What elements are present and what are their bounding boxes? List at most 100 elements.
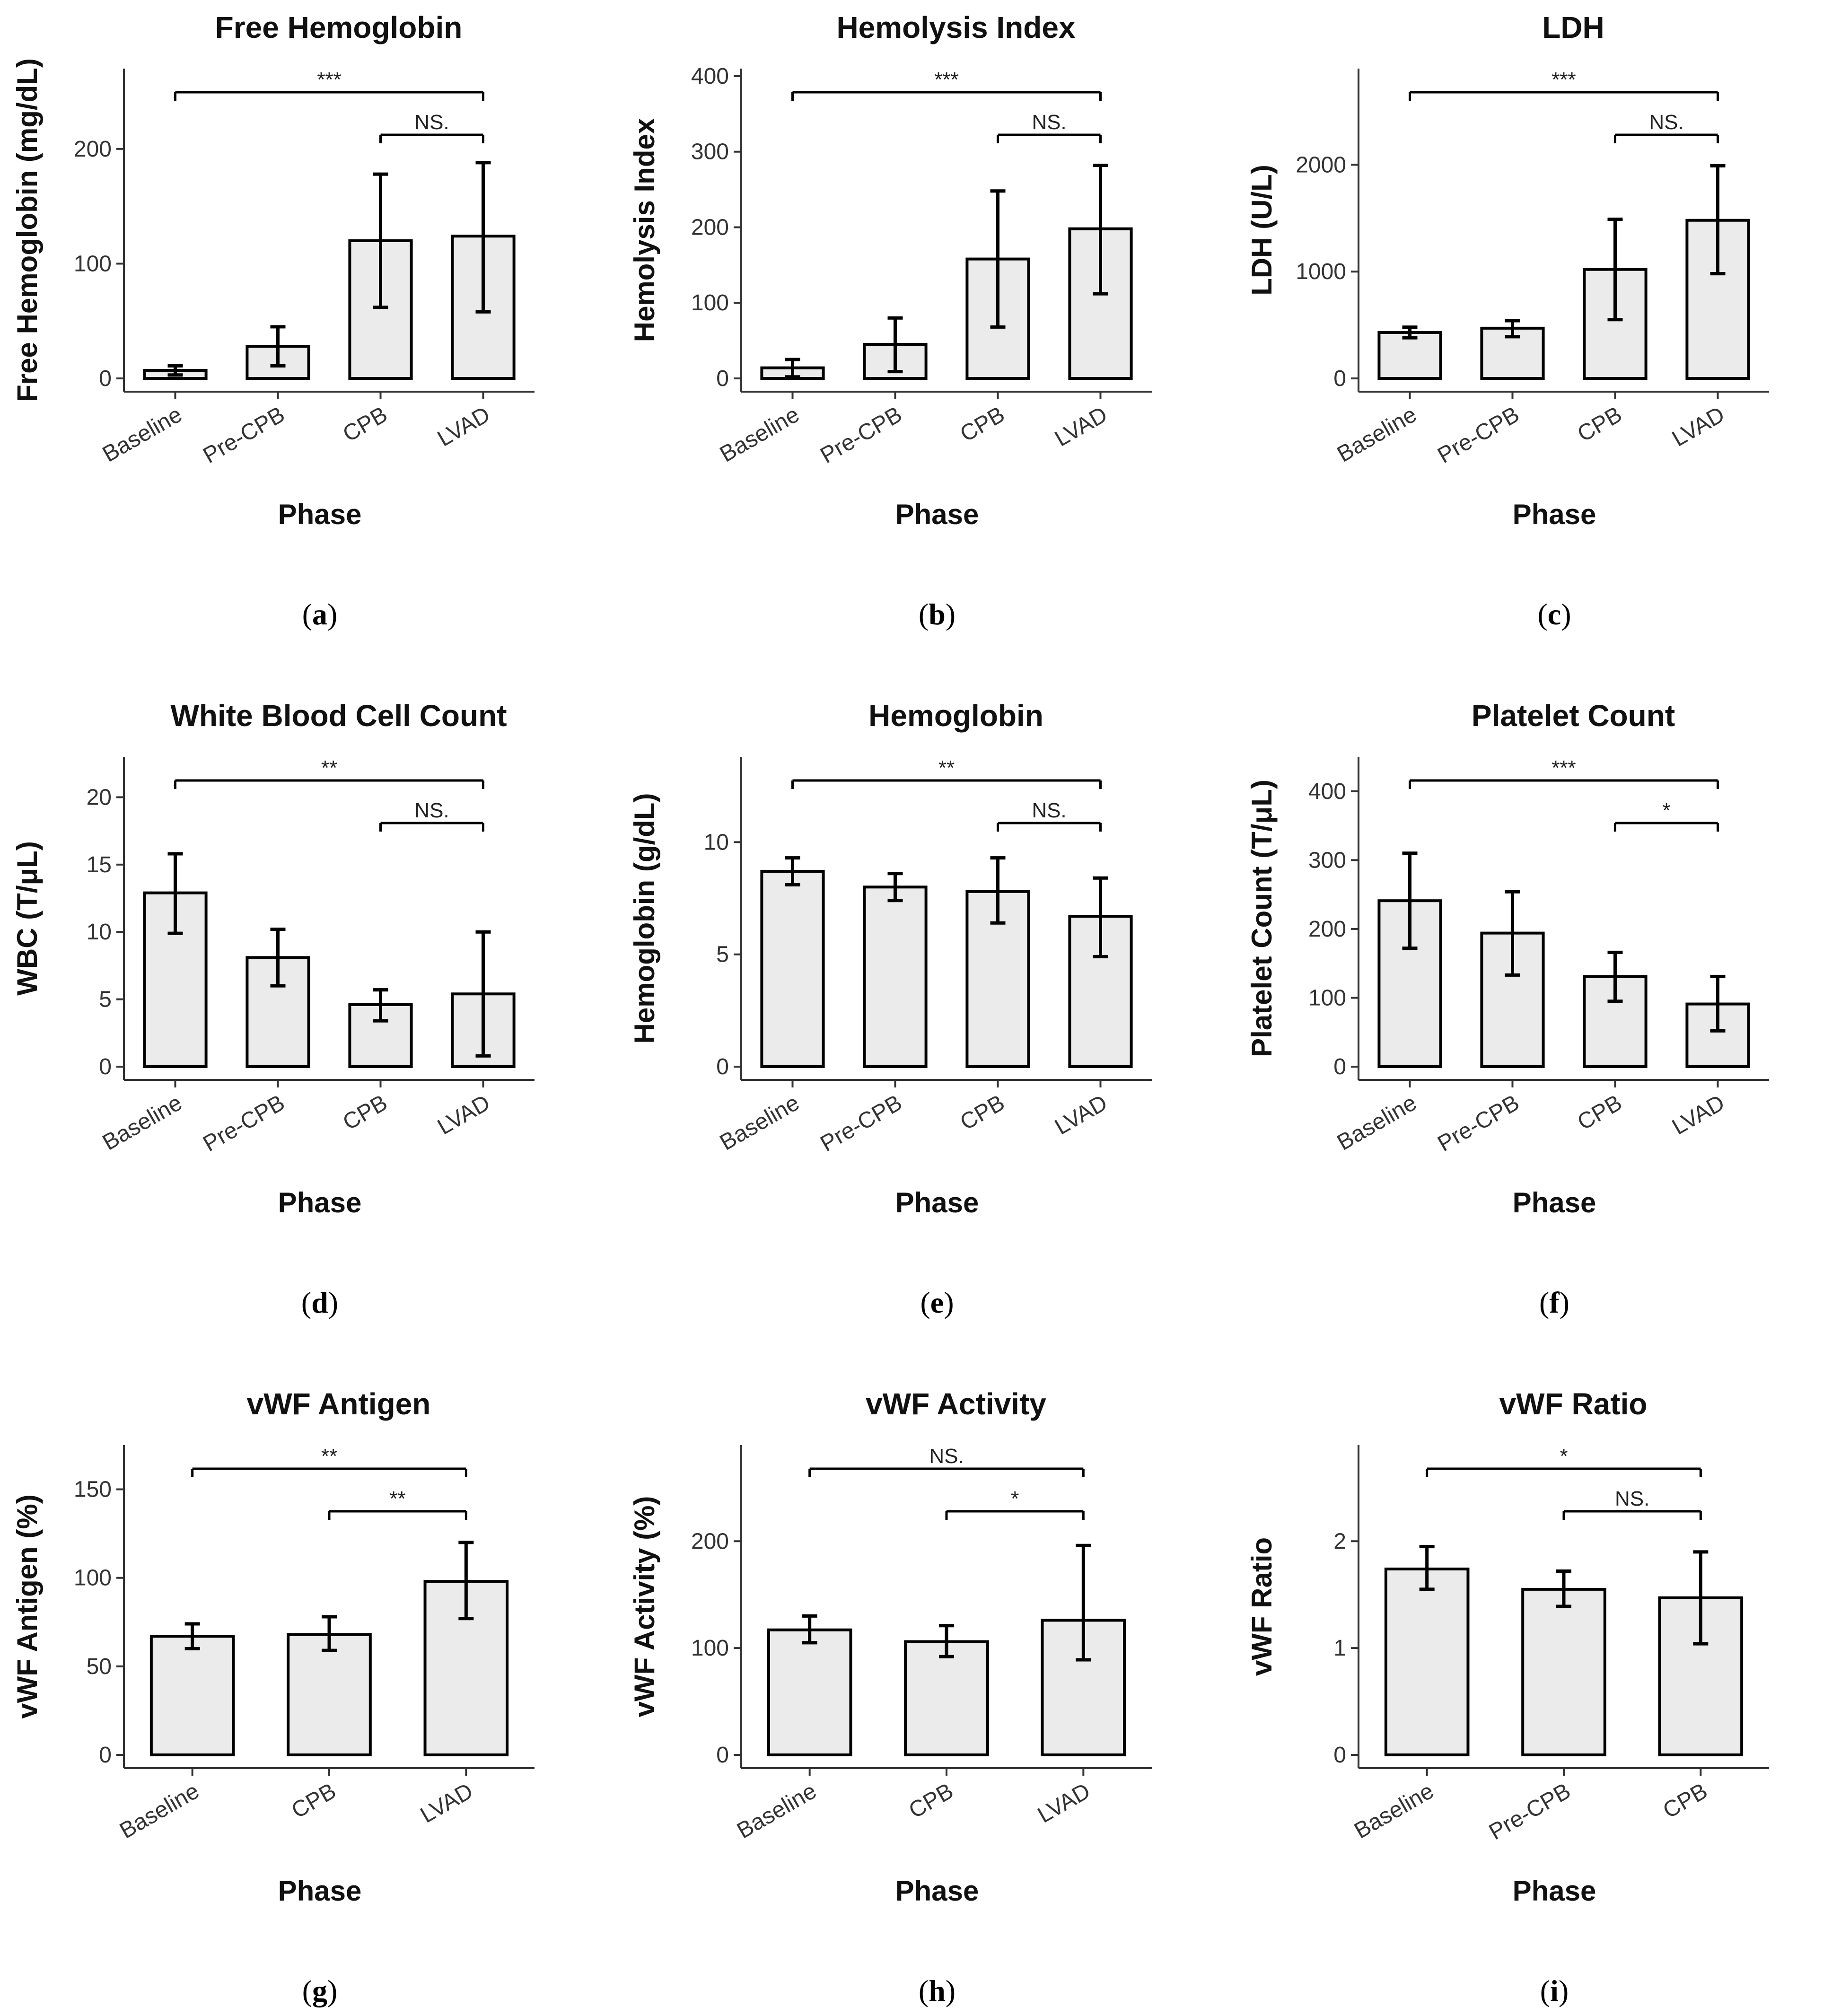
- bar-baseline: [767, 1628, 852, 1756]
- chart-panel-f: Platelet Count 0 100 200 300 400 Platelet Coun…: [1246, 699, 1769, 1319]
- y-tick-label: 0: [1333, 1743, 1346, 1768]
- significance-label: NS.: [414, 799, 449, 822]
- y-tick-label: 0: [716, 1743, 729, 1768]
- caption-letter: f: [1549, 1286, 1560, 1319]
- significance-label: NS.: [1032, 111, 1066, 134]
- x-tick-label: CPB: [339, 402, 392, 447]
- x-tick-label: Pre-CPB: [199, 1090, 289, 1157]
- x-tick-label: CPB: [956, 402, 1009, 447]
- x-tick-label: CPB: [1573, 1090, 1626, 1135]
- caption-paren-close: ): [1559, 1974, 1569, 2007]
- caption-paren-open: (: [1540, 1974, 1550, 2007]
- significance-label: ***: [1552, 756, 1576, 780]
- caption-paren-open: (: [919, 1974, 929, 2007]
- panel-caption: (d): [301, 1286, 338, 1319]
- y-tick-label: 100: [691, 1636, 729, 1661]
- panel-caption: (h): [919, 1974, 955, 2007]
- chart-title: White Blood Cell Count: [171, 699, 507, 733]
- caption-paren-open: (: [919, 597, 929, 631]
- bar-pre-cpb: [863, 885, 928, 1068]
- significance-label: **: [321, 756, 337, 780]
- caption-paren-close: ): [1561, 597, 1571, 631]
- y-tick-label: 100: [74, 251, 112, 276]
- y-tick-label: 0: [99, 1743, 112, 1768]
- x-axis-title: Phase: [1513, 1187, 1596, 1218]
- caption-letter: h: [929, 1974, 946, 2007]
- x-tick-label: CPB: [905, 1779, 958, 1823]
- caption-paren-close: ): [946, 1974, 955, 2007]
- y-tick-label: 100: [1308, 985, 1346, 1010]
- chart-title: Free Hemoglobin: [215, 10, 463, 44]
- caption-paren-close: ): [1560, 1286, 1569, 1319]
- x-tick-label: Baseline: [1350, 1779, 1438, 1844]
- caption-paren-close: ): [328, 1286, 338, 1319]
- y-tick-label: 300: [1308, 848, 1346, 873]
- y-tick-label: 200: [74, 137, 112, 162]
- significance-label: *: [1560, 1445, 1568, 1468]
- x-tick-label: Baseline: [115, 1779, 203, 1844]
- panel-caption: (f): [1539, 1286, 1569, 1319]
- chart-title: vWF Ratio: [1499, 1387, 1648, 1421]
- panel-caption: (e): [920, 1286, 954, 1319]
- chart-panel-g: vWF Antigen 0 50 100 150 vWF Antigen (%) Basel…: [11, 1387, 535, 2007]
- x-tick-label: Pre-CPB: [1433, 402, 1524, 469]
- x-tick-label: LVAD: [433, 1090, 494, 1140]
- y-tick-label: 50: [87, 1654, 112, 1679]
- caption-letter: d: [311, 1286, 328, 1319]
- y-axis-title: Hemolysis Index: [629, 118, 660, 342]
- x-axis-title: Phase: [895, 499, 979, 530]
- bar-cpb: [287, 1633, 372, 1756]
- caption-letter: i: [1550, 1974, 1559, 2007]
- y-tick-label: 0: [1333, 366, 1346, 391]
- chart-panel-b: Hemolysis Index 0 100 200 300 400 Hemolysis In…: [629, 10, 1152, 631]
- panel-caption: (g): [302, 1974, 338, 2007]
- x-axis-title: Phase: [895, 1187, 979, 1218]
- y-tick-label: 1: [1333, 1636, 1346, 1661]
- y-tick-label: 200: [691, 215, 729, 240]
- y-axis-title: vWF Activity (%): [629, 1496, 660, 1718]
- significance-label: **: [938, 756, 955, 780]
- panel-caption: (b): [919, 597, 955, 631]
- x-tick-label: Baseline: [98, 1090, 186, 1156]
- significance-label: **: [390, 1487, 406, 1510]
- y-tick-label: 150: [74, 1477, 112, 1502]
- x-axis-title: Phase: [1513, 1875, 1596, 1907]
- chart-title: Hemolysis Index: [836, 10, 1076, 44]
- x-tick-label: Baseline: [733, 1779, 821, 1844]
- caption-paren-close: ): [327, 1974, 337, 2007]
- significance-label: ***: [1552, 68, 1576, 91]
- caption-letter: g: [312, 1974, 327, 2007]
- y-axis-title: Free Hemoglobin (mg/dL): [11, 58, 43, 402]
- x-tick-label: Pre-CPB: [199, 402, 289, 469]
- x-tick-label: Pre-CPB: [1485, 1779, 1575, 1845]
- x-tick-label: LVAD: [1668, 402, 1729, 452]
- chart-panel-c: LDH 0 1000 2000 LDH (U/L) Baseline Pre-CPB CPB L…: [1246, 10, 1769, 631]
- caption-paren-close: ): [944, 1286, 954, 1319]
- y-tick-label: 300: [691, 140, 729, 165]
- chart-title: Platelet Count: [1472, 699, 1675, 733]
- y-axis-title: vWF Antigen (%): [11, 1494, 43, 1718]
- x-tick-label: LVAD: [1051, 402, 1112, 452]
- caption-paren-open: (: [1537, 597, 1547, 631]
- chart-panel-i: vWF Ratio 0 1 2 vWF Ratio Baseline Pre-CPB CPB P…: [1246, 1387, 1769, 2007]
- chart-panel-a: Free Hemoglobin 0 100 200 Free Hemoglobin (m…: [11, 10, 535, 631]
- bar-baseline: [149, 1635, 235, 1756]
- y-tick-label: 400: [691, 64, 729, 89]
- caption-paren-open: (: [1539, 1286, 1549, 1319]
- x-tick-label: CPB: [1573, 402, 1626, 447]
- y-tick-label: 200: [691, 1529, 729, 1554]
- x-tick-label: LVAD: [1034, 1779, 1095, 1828]
- significance-label: *: [1011, 1487, 1019, 1510]
- y-tick-label: 0: [1333, 1054, 1346, 1079]
- chart-title: vWF Antigen: [247, 1387, 431, 1421]
- x-tick-label: Baseline: [716, 1090, 804, 1156]
- x-tick-label: CPB: [288, 1779, 341, 1823]
- x-tick-label: Pre-CPB: [1433, 1090, 1524, 1157]
- y-axis-title: vWF Ratio: [1246, 1537, 1278, 1676]
- x-tick-label: CPB: [1659, 1779, 1712, 1823]
- caption-paren-close: ): [946, 597, 955, 631]
- panel-caption: (c): [1537, 597, 1571, 631]
- significance-label: NS.: [1032, 799, 1066, 822]
